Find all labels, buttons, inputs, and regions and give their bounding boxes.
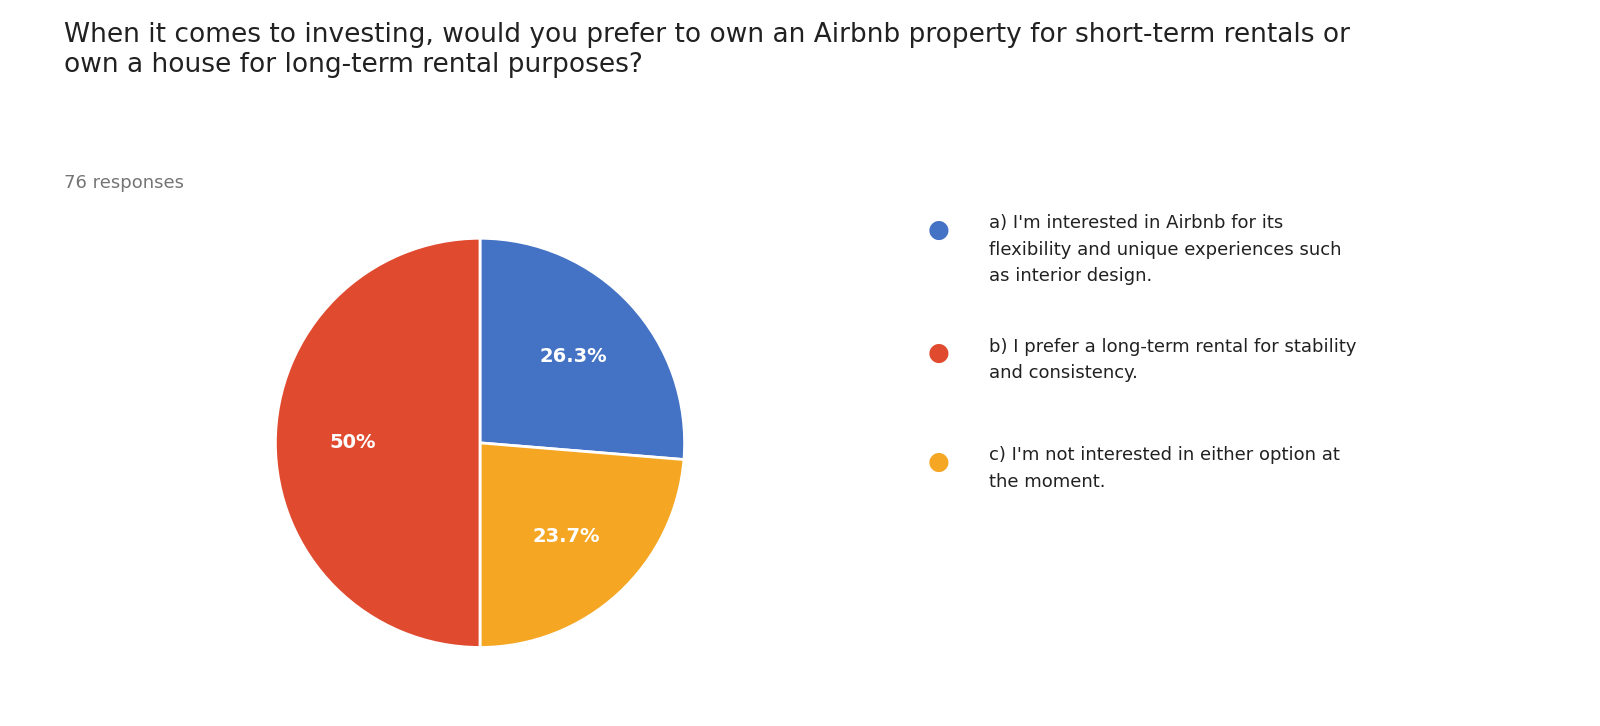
Wedge shape xyxy=(480,443,683,648)
Wedge shape xyxy=(275,238,480,648)
Text: 26.3%: 26.3% xyxy=(539,348,606,367)
Text: c) I'm not interested in either option at
the moment.: c) I'm not interested in either option a… xyxy=(989,446,1339,491)
Text: ●: ● xyxy=(928,218,950,242)
Wedge shape xyxy=(480,238,685,460)
Text: 50%: 50% xyxy=(330,433,376,452)
Text: ●: ● xyxy=(928,341,950,365)
Text: 23.7%: 23.7% xyxy=(533,526,600,546)
Text: 76 responses: 76 responses xyxy=(64,174,184,192)
Text: ●: ● xyxy=(928,450,950,474)
Text: When it comes to investing, would you prefer to own an Airbnb property for short: When it comes to investing, would you pr… xyxy=(64,22,1350,78)
Text: a) I'm interested in Airbnb for its
flexibility and unique experiences such
as i: a) I'm interested in Airbnb for its flex… xyxy=(989,214,1341,285)
Text: b) I prefer a long-term rental for stability
and consistency.: b) I prefer a long-term rental for stabi… xyxy=(989,338,1357,382)
